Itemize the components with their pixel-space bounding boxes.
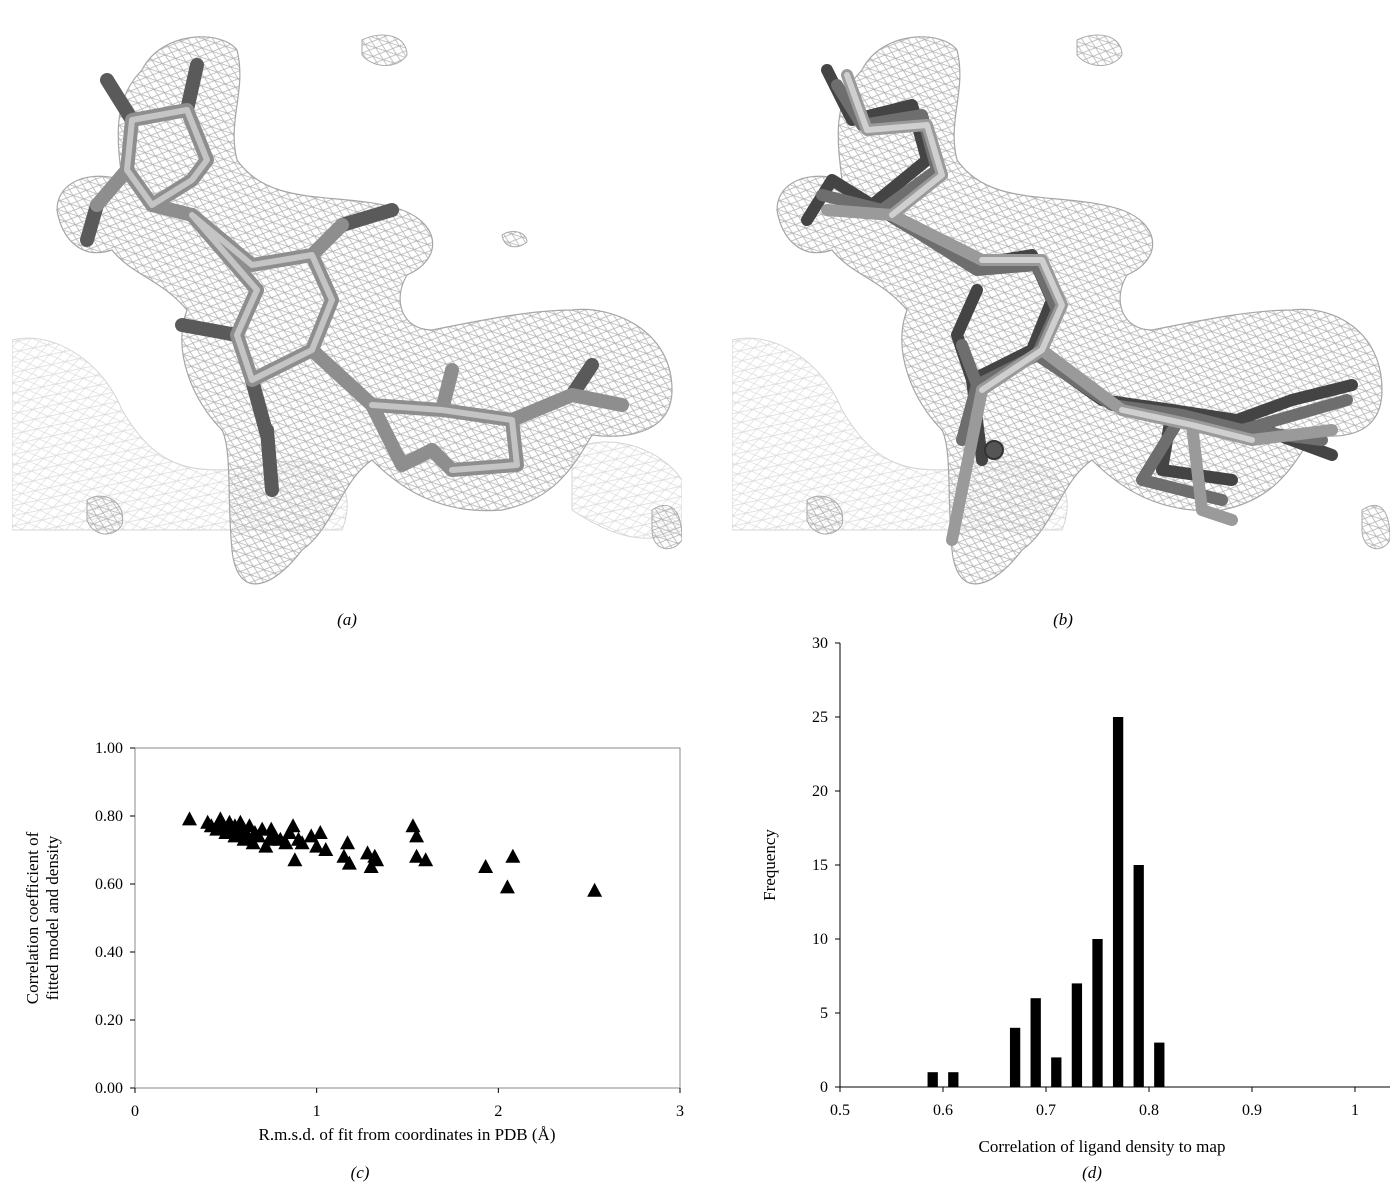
y-axis-ticks: 0 5 10 15 20 25 30	[812, 635, 840, 1096]
scatter-point-triangle	[287, 852, 303, 867]
scatter-point-triangle	[309, 838, 325, 853]
x-tick-label: 0.5	[830, 1102, 850, 1119]
panel-b-density-image	[731, 10, 1390, 610]
y-axis-label: Correlation coefficient of fitted model …	[23, 831, 62, 1004]
x-tick-label: 2	[494, 1103, 502, 1120]
scatter-point-triangle	[418, 852, 434, 867]
y-axis-label-line-1: Correlation coefficient of	[23, 831, 42, 1004]
y-tick-label: 30	[812, 635, 828, 652]
y-tick-label: 0.00	[95, 1080, 123, 1097]
scatter-points	[182, 811, 603, 897]
scatter-point-triangle	[294, 835, 310, 850]
x-tick-label: 1	[1351, 1102, 1359, 1119]
x-tick-label: 0.7	[1036, 1102, 1056, 1119]
x-tick-label: 0.8	[1139, 1102, 1159, 1119]
panel-a-caption: (a)	[337, 610, 357, 629]
density-map-b	[731, 34, 1390, 585]
y-tick-label: 20	[812, 783, 828, 800]
y-tick-label: 5	[820, 1005, 828, 1022]
scatter-point-triangle	[587, 882, 603, 897]
x-tick-label: 0.6	[933, 1102, 953, 1119]
y-tick-label: 0.40	[95, 944, 123, 961]
x-axis-label: R.m.s.d. of fit from coordinates in PDB …	[259, 1125, 556, 1144]
panel-c-scatter-chart: 0.00 0.20 0.40 0.60 0.80 1.00 0 1 2 3 R.m.s.d. o…	[0, 720, 700, 1170]
scatter-point-triangle	[318, 842, 334, 856]
x-axis-ticks: 0 1 2 3	[131, 1088, 684, 1120]
scatter-point-triangle	[505, 848, 521, 863]
y-axis-label: Frequency	[760, 829, 779, 901]
histogram-bar	[1112, 717, 1124, 1087]
histogram-bar	[1154, 1042, 1165, 1087]
scatter-point-triangle	[312, 825, 328, 839]
scatter-point-triangle	[409, 828, 425, 843]
histogram-bar	[1030, 998, 1041, 1087]
x-tick-label: 1	[313, 1103, 321, 1120]
scatter-point-triangle	[182, 811, 197, 826]
histogram-bar	[1009, 1027, 1021, 1087]
scatter-point-triangle	[278, 835, 294, 850]
histogram-bar	[927, 1072, 938, 1087]
y-tick-label: 0.20	[95, 1012, 123, 1029]
scatter-point-triangle	[285, 818, 301, 833]
histogram-bar	[1071, 983, 1083, 1087]
y-tick-label: 0.60	[95, 876, 123, 893]
panel-c-caption: (c)	[350, 1163, 370, 1182]
panel-d-histogram-chart: 0 5 10 15 20 25 30 0.5 0.6 0.7 0.8 0.9 1 Correlatio…	[740, 628, 1390, 1163]
y-axis-ticks: 0.00 0.20 0.40 0.60 0.80 1.00	[95, 740, 135, 1097]
y-tick-label: 25	[812, 709, 828, 726]
plot-area-frame	[134, 747, 681, 1089]
panel-a-density-image	[11, 10, 683, 610]
histogram-svg: 0 5 10 15 20 25 30 0.5 0.6 0.7 0.8 0.9 1 Correlatio…	[760, 635, 1390, 1156]
scatter-point-triangle	[369, 852, 385, 867]
y-tick-label: 1.00	[95, 740, 123, 757]
y-tick-label: 15	[812, 857, 828, 874]
histogram-bar	[1133, 865, 1144, 1087]
y-tick-label: 0	[820, 1079, 828, 1096]
x-tick-label: 3	[676, 1103, 684, 1120]
x-tick-label: 0.9	[1242, 1102, 1262, 1119]
scatter-point-triangle	[341, 855, 357, 870]
y-tick-label: 10	[812, 931, 828, 948]
x-tick-label: 0	[131, 1103, 139, 1120]
scatter-point-triangle	[499, 879, 515, 894]
histogram-bar	[1051, 1057, 1062, 1087]
scatter-point-triangle	[405, 818, 421, 833]
histogram-bar	[948, 1072, 959, 1087]
scatter-point-triangle	[409, 848, 425, 863]
histogram-bar	[1092, 939, 1103, 1087]
x-axis-label: Correlation of ligand density to map	[979, 1137, 1226, 1156]
scatter-point-triangle	[340, 835, 356, 850]
scatter-point-triangle	[478, 859, 494, 873]
panel-b-caption: (b)	[1053, 610, 1073, 629]
density-map-a	[11, 34, 683, 585]
x-axis-ticks: 0.5 0.6 0.7 0.8 0.9 1	[830, 1087, 1359, 1119]
y-tick-label: 0.80	[95, 808, 123, 825]
panel-d-caption: (d)	[1082, 1163, 1102, 1182]
histogram-bars	[927, 717, 1165, 1087]
scatter-plot-svg: 0.00 0.20 0.40 0.60 0.80 1.00 0 1 2 3 R.m.s.d. o…	[23, 740, 684, 1144]
y-axis-label-line-2: fitted model and density	[43, 835, 62, 1000]
